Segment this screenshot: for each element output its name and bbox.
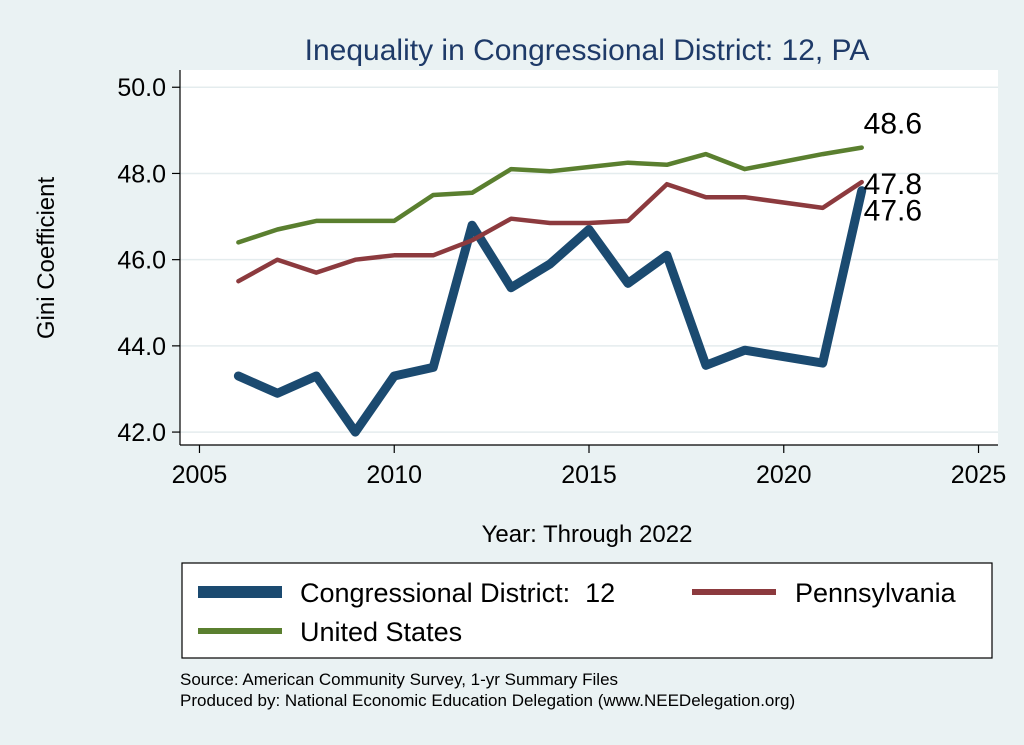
x-tick-label: 2010 — [366, 461, 422, 489]
y-tick-label: 48.0 — [117, 160, 166, 188]
legend-box — [181, 562, 993, 659]
end-label-0: 47.6 — [864, 195, 922, 228]
series-line-0 — [233, 186, 867, 437]
y-tick-label: 46.0 — [117, 247, 166, 275]
source-note: Source: American Community Survey, 1-yr … — [180, 670, 619, 689]
legend-label-pennsylvania: Pennsylvania — [795, 578, 957, 608]
legend-item-pennsylvania: Pennsylvania — [692, 578, 957, 608]
legend-item-cd12: Congressional District: 12 — [198, 578, 615, 608]
y-tick-label: 42.0 — [117, 419, 166, 447]
y-ticks: 42.0 44.0 46.0 48.0 50.0 — [117, 74, 180, 447]
end-labels: 47.647.8 48.6 — [864, 108, 922, 228]
y-tick-label: 50.0 — [117, 74, 166, 102]
series-line-2 — [236, 145, 864, 245]
series-line-1 — [236, 179, 864, 284]
x-tick-label: 2015 — [561, 461, 617, 489]
chart-title: Inequality in Congressional District: 12… — [305, 34, 870, 67]
x-tick-label: 2025 — [951, 461, 1007, 489]
x-axis-label: Year: Through 2022 — [482, 521, 693, 548]
x-ticks: 2005 2010 2015 2020 2025 — [172, 445, 1007, 489]
legend-label-cd12: Congressional District: 12 — [300, 578, 615, 608]
legend-item-us: United States — [198, 617, 462, 647]
x-tick-label: 2005 — [172, 461, 228, 489]
y-tick-label: 44.0 — [117, 333, 166, 361]
producer-note: Produced by: National Economic Education… — [180, 691, 796, 710]
y-axis-label: Gini Coefficient — [33, 177, 60, 340]
legend-label-us: United States — [300, 617, 462, 647]
end-label-2: 48.6 — [864, 108, 922, 141]
end-label-1: 47.8 — [864, 168, 922, 201]
x-tick-label: 2020 — [756, 461, 812, 489]
gridlines — [180, 86, 998, 433]
series-lines — [233, 145, 867, 437]
